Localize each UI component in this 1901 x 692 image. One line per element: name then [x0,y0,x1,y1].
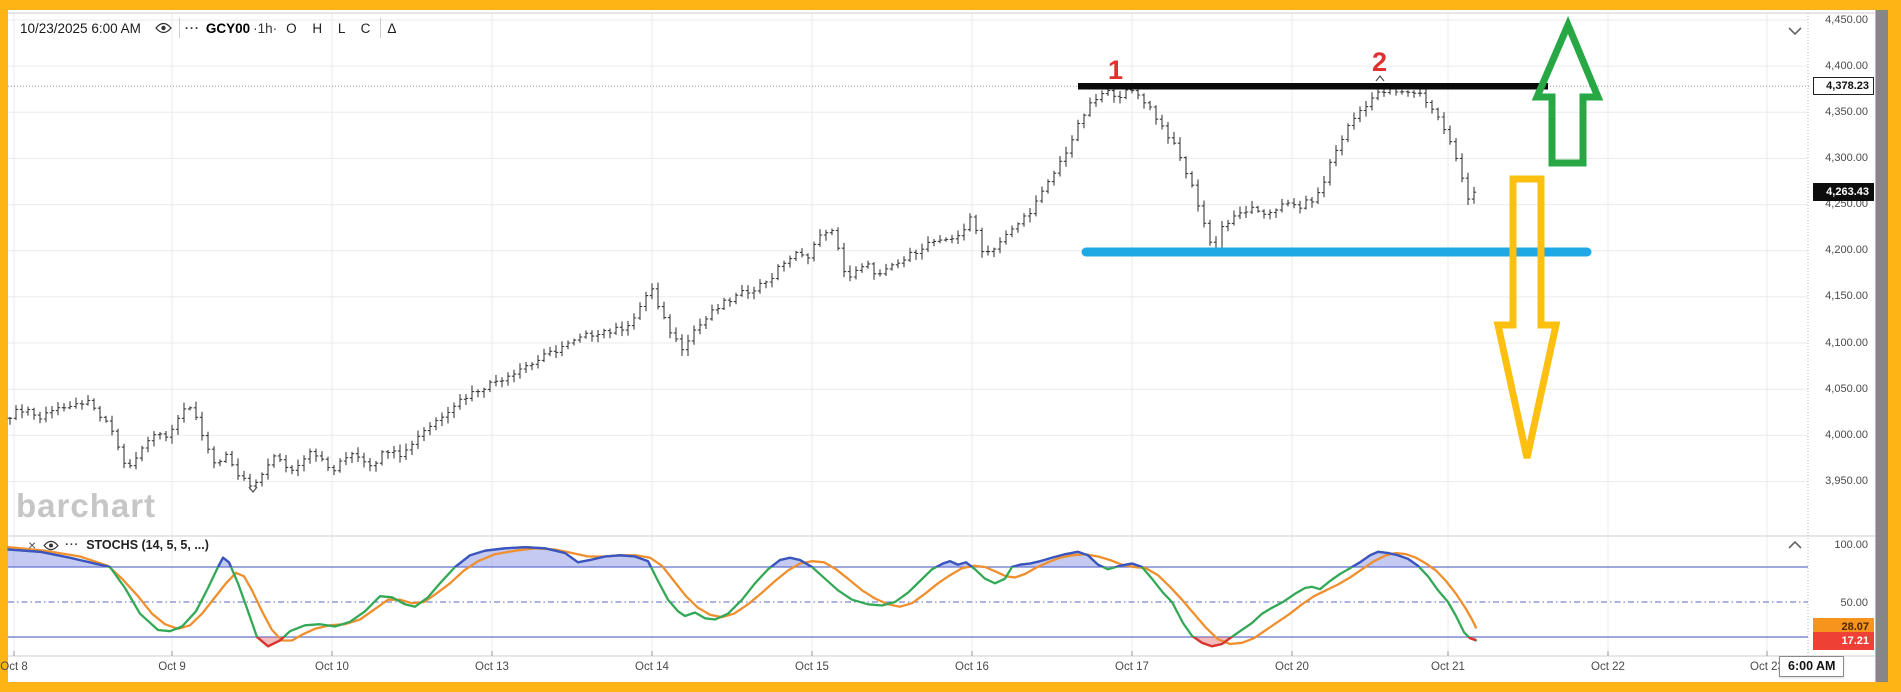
price-axis-label: 3,950.00 [1825,475,1868,487]
header-divider [178,18,180,38]
datetime-label: 10/23/2025 6:00 AM [20,20,141,36]
menu-dots-icon[interactable]: ··· [184,21,200,35]
price-axis-label: 4,100.00 [1825,336,1868,349]
barchart-watermark: barchart [16,487,157,524]
collapse-chevron-down-icon[interactable] [1788,27,1802,36]
price-axis-label: 4,200.00 [1825,244,1868,257]
eye-icon[interactable] [155,22,172,34]
time-axis-label: Oct 13 [475,661,509,673]
ohlc-bars[interactable] [7,86,1477,490]
price-bars-path [7,86,1477,490]
time-axis-label: Oct 17 [1115,661,1149,673]
price-axis-label: 4,150.00 [1825,290,1868,303]
annotation-top-1-label[interactable]: 1 [1108,55,1124,85]
price-axis-label: 4,250.00 [1825,198,1868,211]
time-axis-label: Oct 10 [315,661,349,673]
down-arrow[interactable] [1493,175,1561,459]
swing-high-marker-icon [1375,74,1385,82]
time-axis-label: Oct 8 [0,661,28,673]
stoch-d-line[interactable] [6,546,1478,646]
close-icon[interactable]: × [28,537,37,553]
interval-label[interactable]: ·1h· [253,20,278,36]
chart-header: 10/23/2025 6:00 AM ··· GCY00 ·1h· O H L … [20,16,396,40]
collapse-chevron-up-icon[interactable] [1788,540,1802,549]
header-divider [380,18,382,38]
price-axis-label: 4,450.00 [1825,13,1868,26]
stoch-axis-label: 100.00 [1834,538,1868,551]
last-price-badge: 4,263.43 [1813,183,1874,201]
chart-window-background [8,10,1875,682]
price-axis-label: 4,350.00 [1825,105,1868,118]
symbol-label[interactable]: GCY00 [205,20,251,36]
time-axis-label: Oct 15 [795,661,829,673]
panel-borders [8,12,1875,657]
stoch-axis-label: 50.00 [1840,597,1868,609]
stoch-k-badge: 17.21 [1813,632,1874,650]
stoch-panel [6,546,1808,648]
gridlines [8,13,1808,656]
menu-dots-icon[interactable]: ··· [65,539,80,551]
stoch-d-badge: 28.07 [1813,618,1874,636]
stoch-header: × ··· STOCHS (14, 5, 5, ...) [28,537,209,553]
stoch-k-overbought-segment [8,546,1421,567]
vertical-scrollbar[interactable] [1876,10,1888,682]
stoch-k-line[interactable] [6,546,1478,648]
stoch-title[interactable]: STOCHS (14, 5, 5, ...) [86,538,209,552]
time-axis-label: Oct 21 [1431,661,1465,673]
time-axis-label: Oct 20 [1275,661,1309,673]
time-axis-label: Oct 22 [1591,661,1625,673]
price-line-badge: 4,378.23 [1813,77,1874,95]
time-tooltip: 6:00 AM [1779,656,1845,677]
delta-label: Δ [387,20,397,36]
ohlc-fields-label: O H L C [286,20,371,36]
price-axis-label: 4,000.00 [1825,428,1868,441]
swing-low-marker-icon [248,486,258,494]
eye-icon[interactable] [43,540,59,551]
up-arrow[interactable] [1531,16,1604,167]
time-axis-label: Oct 14 [635,661,669,673]
time-axis-label: Oct 9 [158,661,186,673]
price-axis-label: 4,050.00 [1825,382,1868,395]
time-axis-label: Oct 23 [1750,661,1784,673]
time-axis-label: Oct 16 [955,661,989,673]
annotation-top-2-label[interactable]: 2 [1372,47,1388,77]
price-axis-label: 4,400.00 [1825,59,1868,72]
price-axis-label: 4,300.00 [1825,151,1868,164]
